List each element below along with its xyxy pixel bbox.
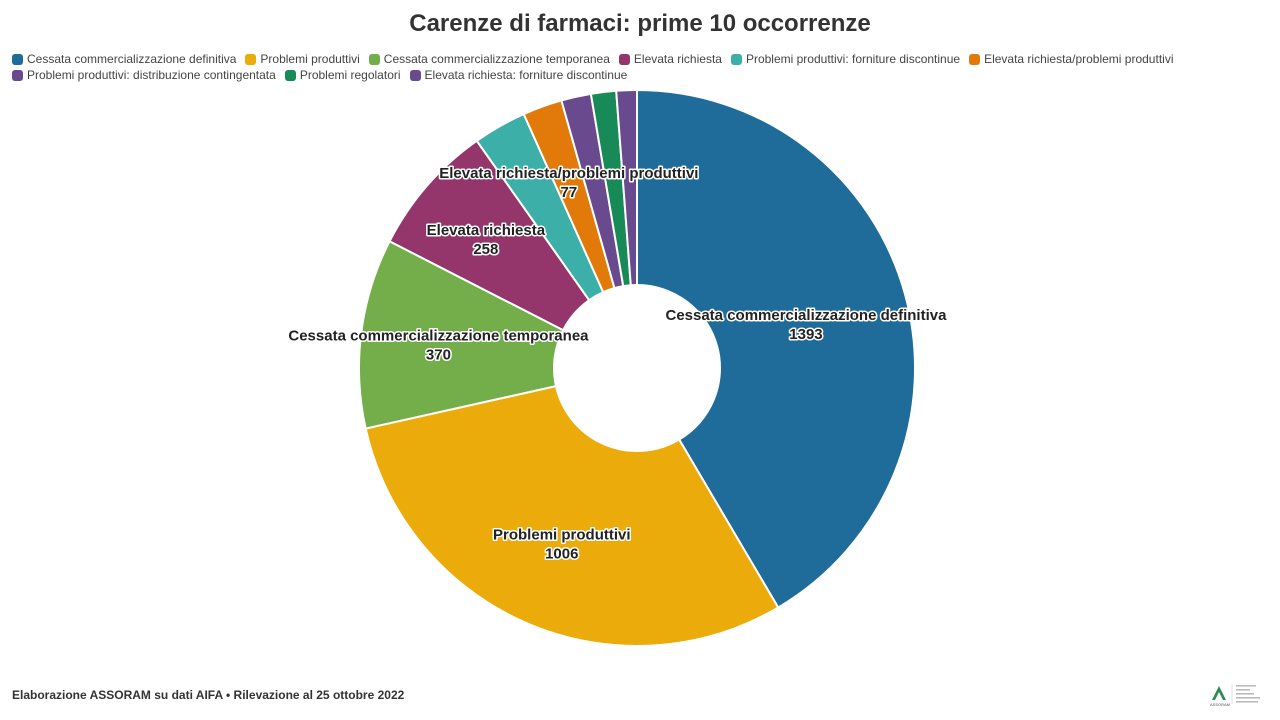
assoram-logo: ASSORAM [1210,684,1260,707]
pie-slice[interactable] [615,88,638,287]
pie-slice[interactable] [358,239,565,430]
chart-title: Carenze di farmaci: prime 10 occorrenze [409,10,871,37]
legend: Cessata commercializzazione definitiva Pr… [12,52,1268,82]
slice-label: Cessata commercializzazione definitiva [665,307,947,324]
legend-item[interactable]: Problemi produttivi [245,52,360,66]
legend-item[interactable]: Elevata richiesta [618,52,722,66]
legend-label: Problemi produttivi: forniture discontin… [745,52,961,66]
slice-label: Elevata richiesta [427,222,546,239]
slice-label: Cessata commercializzazione temporanea [288,328,589,345]
pie-slice[interactable] [636,88,916,609]
legend-label: Elevata richiesta [633,52,722,66]
slice-value-label: 370 [426,347,451,364]
legend-item[interactable]: Elevata richiesta/problemi produttivi [969,52,1173,66]
legend-label: Elevata richiesta/problemi produttivi [984,52,1174,66]
pie-slice[interactable] [364,384,780,647]
legend-item[interactable]: Problemi regolatori [284,68,401,82]
slice-value-label: 258 [473,241,498,258]
legend-swatch [969,53,981,65]
legend-swatch [12,53,23,65]
legend-label: Cessata commercializzazione definitiva [27,52,237,66]
legend-label: Cessata commercializzazione temporanea [383,52,610,66]
legend-label: Problemi regolatori [299,68,401,82]
slice-label: Problemi produttivi [493,526,631,543]
slice-value-label: 77 [561,184,578,201]
logo-text: ASSORAM [1210,702,1230,707]
legend-item[interactable]: Elevata richiesta: forniture discontinue [409,68,628,82]
legend-swatch [245,53,257,65]
legend-swatch [12,69,23,81]
legend-label: Problemi produttivi: distribuzione conti… [27,68,276,82]
legend-item[interactable]: Problemi produttivi: forniture discontin… [730,52,961,66]
legend-swatch [284,69,296,81]
legend-swatch [368,53,380,65]
legend-swatch [409,69,421,81]
legend-label: Elevata richiesta: forniture discontinue [424,68,628,82]
legend-swatch [618,53,630,65]
source-note: Elaborazione ASSORAM su dati AIFA • Rile… [12,688,405,702]
legend-item[interactable]: Cessata commercializzazione temporanea [368,52,610,66]
legend-swatch [730,53,742,65]
slice-label: Elevata richiesta/problemi produttivi [439,165,698,182]
legend-item[interactable]: Problemi produttivi: distribuzione conti… [12,68,276,82]
legend-label: Problemi produttivi [260,52,360,66]
slice-value-label: 1393 [789,326,822,343]
slice-value-label: 1006 [545,545,578,562]
legend-item[interactable]: Cessata commercializzazione definitiva [12,52,236,66]
